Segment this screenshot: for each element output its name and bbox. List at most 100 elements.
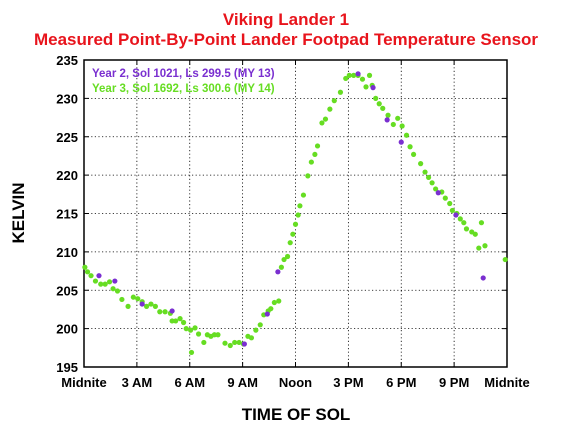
series-2-point [227, 342, 233, 349]
series-2-point [407, 144, 413, 150]
series-2-point [268, 306, 274, 312]
series-1-point [169, 308, 175, 314]
series-2-point [363, 84, 369, 90]
series-1-point [139, 301, 145, 307]
series-2-point [422, 169, 428, 175]
series-2-point [290, 231, 296, 237]
series-2-point [322, 116, 329, 122]
series-2-point [502, 256, 508, 263]
legend-entry: Year 2, Sol 1021, Ls 299.5 (MY 13) [92, 68, 275, 80]
series-1-point [435, 190, 441, 196]
series-2-point [319, 120, 325, 126]
series-2-point [276, 298, 282, 304]
series-1-point [355, 71, 361, 77]
series-2-point [162, 309, 168, 315]
series-2-point [478, 220, 485, 226]
series-2-point [337, 89, 344, 95]
series-2-point [284, 253, 291, 260]
series-2-point [152, 303, 158, 309]
series-2-point [88, 273, 94, 279]
series-2-point [253, 327, 259, 333]
series-2-point [433, 186, 439, 192]
x-tick-label: 3 PM [333, 375, 363, 390]
series-2-point [92, 278, 99, 284]
series-2-point [482, 243, 488, 249]
x-axis-title: TIME OF SOL [242, 405, 351, 424]
series-2-point [248, 335, 255, 341]
series-2-point [278, 264, 284, 270]
series-2-point [287, 240, 293, 246]
series-2-point [180, 319, 187, 326]
series-2-point [222, 340, 228, 346]
y-tick-label: 235 [56, 53, 78, 68]
x-tick-label: Midnite [484, 375, 530, 390]
series-2-point [106, 279, 113, 285]
series-2-point [188, 327, 194, 333]
series-2-point [359, 76, 366, 82]
series-2-point [201, 339, 207, 346]
data-series [82, 71, 508, 356]
series-2-point [157, 309, 163, 315]
grid [84, 60, 507, 367]
series-2-point [351, 72, 357, 78]
series-2-point [376, 101, 382, 107]
series-2-point [425, 174, 432, 181]
series-2-point [177, 316, 183, 322]
series-2-point [308, 159, 314, 165]
series-2-point [447, 200, 453, 207]
series-2-point [380, 105, 386, 111]
y-tick-label: 210 [56, 245, 78, 260]
series-1-point [264, 311, 270, 317]
series-2-point [343, 75, 349, 82]
x-tick-label: 9 PM [439, 375, 469, 390]
series-2-point [119, 296, 125, 303]
x-tick-label: 3 AM [122, 375, 153, 390]
y-tick-label: 215 [56, 207, 78, 222]
series-2-point [457, 216, 463, 222]
chart-subtitle: Measured Point-By-Point Lander Footpad T… [34, 30, 538, 49]
legend-entry: Year 3, Sol 1692, Ls 300.6 (MY 14) [92, 83, 275, 95]
series-2-point [399, 123, 405, 129]
series-2-point [271, 299, 277, 306]
series-2-point [232, 339, 238, 346]
chart-title: Viking Lander 1 [223, 10, 349, 29]
series-2-point [410, 151, 417, 158]
series-2-point [102, 281, 108, 287]
series-2-point [143, 303, 150, 309]
series-2-point [476, 245, 482, 251]
series-2-point [312, 151, 318, 158]
series-2-point [461, 220, 467, 226]
series-2-point [173, 318, 179, 324]
series-2-point [390, 121, 396, 128]
series-2-point [215, 332, 221, 338]
series-2-point [295, 212, 301, 218]
series-2-point [327, 106, 333, 112]
series-2-point [257, 322, 263, 328]
series-2-point [442, 195, 448, 201]
series-2-point [331, 98, 337, 104]
series-2-point [236, 339, 242, 346]
series-2-point [300, 192, 307, 198]
series-2-point [98, 281, 104, 287]
series-1-point [384, 117, 390, 123]
series-1-point [453, 212, 459, 218]
series-2-point [292, 221, 299, 227]
series-2-point [130, 294, 136, 300]
series-2-point [297, 203, 303, 209]
legend: Year 2, Sol 1021, Ls 299.5 (MY 13) Year 3… [92, 68, 275, 95]
series-2-point [114, 288, 121, 294]
series-1-point [480, 275, 486, 281]
series-2-point [429, 180, 435, 186]
series-2-point [314, 143, 321, 149]
series-2-point [472, 231, 478, 237]
series-1-point [370, 85, 376, 91]
series-2-point [449, 207, 455, 214]
series-2-point [366, 72, 373, 78]
series-2-point [135, 296, 141, 302]
series-2-point [82, 264, 88, 270]
x-tick-label: 6 AM [174, 375, 205, 390]
series-2-point [418, 161, 424, 167]
x-tick-label: Midnite [61, 375, 107, 390]
series-2-point [305, 173, 311, 179]
plot-area [83, 59, 508, 368]
